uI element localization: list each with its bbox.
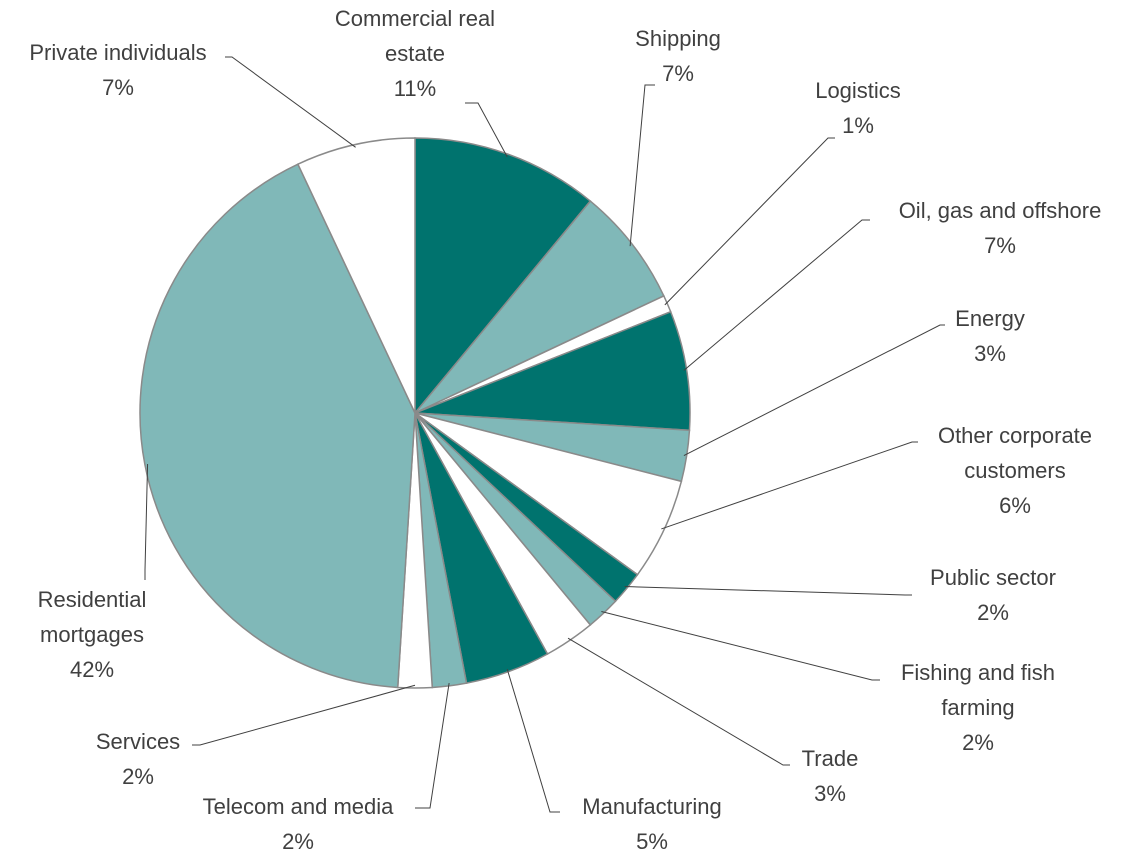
leader-line xyxy=(624,586,912,596)
value-label: 7% xyxy=(662,61,694,86)
category-label: Private individuals xyxy=(29,40,207,65)
leader-line xyxy=(465,102,508,158)
pie-slice xyxy=(296,137,416,414)
leader-line xyxy=(567,637,790,766)
slice-label: Public sector 2% xyxy=(930,560,1056,630)
category-label: Services xyxy=(95,729,181,754)
value-label: 2% xyxy=(977,600,1009,625)
leader-line xyxy=(683,324,945,457)
category-label: Commercial real estate xyxy=(334,6,496,66)
category-label: Shipping xyxy=(635,26,721,51)
category-label: Residential mortgages xyxy=(37,587,147,647)
slice-label: Commercial real estate 11% xyxy=(325,1,505,106)
value-label: 3% xyxy=(974,341,1006,366)
category-label: Telecom and media xyxy=(202,794,394,819)
category-label: Public sector xyxy=(930,565,1056,590)
category-label: Energy xyxy=(955,306,1025,331)
slice-label: Residential mortgages 42% xyxy=(17,582,167,687)
leader-line xyxy=(415,683,450,809)
slice-label: Energy 3% xyxy=(955,301,1025,371)
category-label: Trade xyxy=(801,746,859,771)
value-label: 42% xyxy=(69,657,115,682)
slice-label: Telecom and media 2% xyxy=(203,789,394,859)
slice-label: Trade 3% xyxy=(802,741,859,811)
value-label: 2% xyxy=(962,730,994,755)
leader-line xyxy=(601,610,880,681)
leader-line xyxy=(661,441,918,530)
leader-line xyxy=(192,684,416,746)
value-label: 3% xyxy=(814,781,846,806)
slice-label: Services 2% xyxy=(96,724,180,794)
slice-label: Private individuals 7% xyxy=(29,35,206,105)
pie-slice xyxy=(414,137,592,416)
leader-line xyxy=(506,669,560,813)
value-label: 2% xyxy=(122,764,154,789)
slice-label: Manufacturing 5% xyxy=(582,789,721,859)
value-label: 6% xyxy=(999,493,1031,518)
leader-line xyxy=(683,219,870,371)
value-label: 11% xyxy=(393,76,437,101)
leader-line xyxy=(225,56,356,148)
slice-label: Shipping 7% xyxy=(635,21,721,91)
category-label: Logistics xyxy=(815,78,901,103)
value-label: 1% xyxy=(842,113,874,138)
pie-slice xyxy=(139,163,416,689)
pie-slice xyxy=(414,200,665,414)
value-label: 2% xyxy=(282,829,314,854)
pie-slice xyxy=(414,310,691,432)
value-label: 7% xyxy=(984,233,1016,258)
leader-line xyxy=(664,137,835,306)
leader-line xyxy=(629,84,655,247)
slice-label: Other corporate customers 6% xyxy=(915,418,1115,523)
value-label: 5% xyxy=(636,829,668,854)
leader-line xyxy=(144,464,149,580)
slice-label: Oil, gas and offshore 7% xyxy=(899,193,1102,263)
slice-label: Fishing and fish farming 2% xyxy=(883,655,1073,760)
category-label: Other corporate customers xyxy=(937,423,1093,483)
category-label: Manufacturing xyxy=(582,794,722,819)
category-label: Oil, gas and offshore xyxy=(898,198,1102,223)
slice-label: Logistics 1% xyxy=(815,73,901,143)
value-label: 7% xyxy=(102,75,134,100)
category-label: Fishing and fish farming xyxy=(900,660,1056,720)
